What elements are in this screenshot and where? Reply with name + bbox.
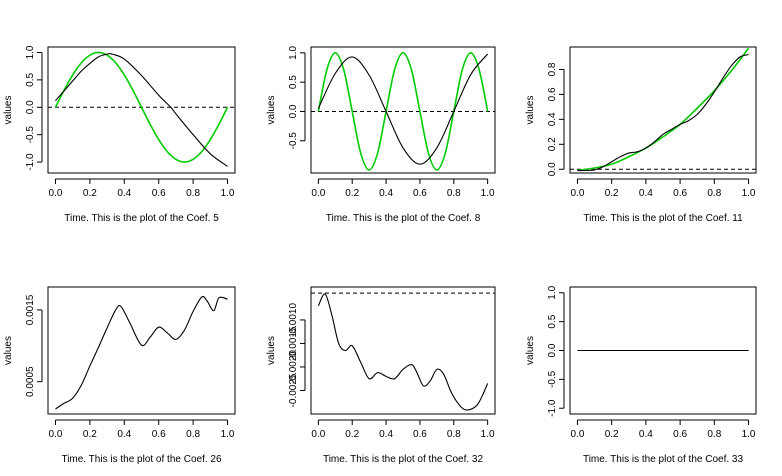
y-tick-label: 0.6 — [547, 87, 558, 101]
x-axis-title: Time. This is the plot of the Coef. 5 — [64, 213, 219, 224]
x-tick-label: 0.4 — [117, 429, 131, 440]
x-tick-label: 0.8 — [447, 429, 461, 440]
x-tick-label: 0.4 — [639, 188, 653, 199]
x-axis-title: Time. This is the plot of the Coef. 11 — [583, 213, 743, 224]
x-tick-label: 0.4 — [379, 429, 393, 440]
x-tick-label: 0.6 — [413, 429, 427, 440]
y-tick-label: 0.0005 — [25, 366, 36, 397]
x-tick-label: 0.6 — [673, 188, 687, 199]
plot-frame — [47, 286, 236, 415]
x-tick-label: 0.4 — [639, 429, 653, 440]
y-tick-label: 0.0015 — [25, 294, 36, 325]
y-tick-label: -0.5 — [288, 132, 299, 150]
y-axis-title: values — [525, 96, 536, 125]
y-axis-title: values — [266, 96, 277, 125]
series-line-green — [577, 47, 750, 172]
series-line-black — [317, 53, 489, 165]
x-tick-label: 0.6 — [152, 429, 166, 440]
plot-frame — [569, 46, 757, 174]
x-tick-label: 0.8 — [707, 188, 721, 199]
x-tick-label: 1.0 — [481, 429, 495, 440]
x-tick-label: 1.0 — [221, 188, 235, 199]
x-tick-label: 0.0 — [570, 188, 584, 199]
y-tick-label: -0.5 — [25, 126, 36, 144]
chart-panel: 0.0 0.2 0.4 0.6 0.8 1.0 -0.0025-0.0020-0.0015-… — [266, 286, 496, 465]
series-line-black — [55, 295, 228, 410]
series-line-black — [317, 293, 489, 411]
x-tick-label: 0.2 — [345, 188, 359, 199]
y-tick-label: -1.0 — [25, 153, 36, 171]
x-tick-label: 1.0 — [742, 429, 756, 440]
x-tick-label: 0.0 — [311, 429, 325, 440]
x-axis-title: Time. This is the plot of the Coef. 32 — [323, 454, 484, 465]
y-tick-label: 1.0 — [25, 45, 36, 59]
y-tick-label: 0.5 — [288, 75, 299, 89]
x-tick-label: 0.4 — [379, 188, 393, 199]
y-axis-title: values — [525, 336, 536, 365]
y-tick-label: 0.0 — [547, 343, 558, 357]
y-tick-label: 0.4 — [547, 112, 558, 126]
y-axis-title: values — [266, 336, 277, 365]
x-axis-title: Time. This is the plot of the Coef. 33 — [583, 454, 744, 465]
y-tick-label: 1.0 — [547, 285, 558, 299]
y-axis-title: values — [3, 336, 14, 365]
chart-panel: 0.0 0.2 0.4 0.6 0.8 1.0 0.0005 0.0015 Time. This… — [3, 286, 236, 465]
y-tick-label: -0.0025 — [288, 373, 299, 407]
plot-frame — [47, 46, 236, 174]
chart-panel: 0.0 0.2 0.4 0.6 0.8 1.0 -1.0 -0.5 0.0 0.5 1.0 Time.… — [525, 285, 757, 465]
y-tick-label: 0.5 — [25, 72, 36, 86]
x-tick-label: 0.0 — [49, 188, 63, 199]
plot-frame — [569, 286, 757, 415]
y-tick-label: 1.0 — [288, 45, 299, 59]
x-tick-label: 0.0 — [570, 429, 584, 440]
x-tick-label: 1.0 — [742, 188, 756, 199]
chart-panel: 0.0 0.2 0.4 0.6 0.8 1.0 0.0 0.2 0.4 0.6 0.8 Time. T… — [525, 46, 757, 224]
x-tick-label: 0.2 — [83, 188, 97, 199]
y-tick-label: 0.8 — [547, 62, 558, 76]
x-axis-title: Time. This is the plot of the Coef. 26 — [61, 454, 222, 465]
x-axis-title: Time. This is the plot of the Coef. 8 — [326, 213, 481, 224]
x-tick-label: 0.8 — [707, 429, 721, 440]
x-tick-label: 0.2 — [605, 429, 619, 440]
y-tick-label: -0.0020 — [288, 350, 299, 384]
x-tick-label: 0.6 — [413, 188, 427, 199]
x-tick-label: 0.8 — [186, 188, 200, 199]
x-tick-label: 0.2 — [605, 188, 619, 199]
plot-frame — [310, 286, 496, 415]
chart-panel: 0.0 0.2 0.4 0.6 0.8 1.0 -1.0 -0.5 0.0 0.5 1.0 Time.… — [3, 45, 236, 224]
series-line-green — [317, 52, 489, 171]
y-tick-label: -0.5 — [547, 370, 558, 388]
y-tick-label: 0.0 — [288, 104, 299, 118]
x-tick-label: 1.0 — [481, 188, 495, 199]
y-tick-label: -0.0010 — [288, 303, 299, 337]
y-tick-label: -1.0 — [547, 399, 558, 417]
x-tick-label: 0.0 — [49, 429, 63, 440]
x-tick-label: 0.2 — [345, 429, 359, 440]
y-tick-label: 0.0 — [547, 162, 558, 176]
x-tick-label: 0.4 — [117, 188, 131, 199]
series-line-green — [54, 51, 229, 163]
y-axis-title: values — [3, 96, 14, 125]
x-tick-label: 0.6 — [152, 188, 166, 199]
x-tick-label: 0.6 — [673, 429, 687, 440]
x-tick-label: 0.2 — [83, 429, 97, 440]
chart-panel: 0.0 0.2 0.4 0.6 0.8 1.0 -0.5 0.0 0.5 1.0 Time. Thi… — [266, 45, 496, 224]
series-line-black — [55, 53, 228, 167]
series-line-black — [577, 53, 749, 172]
y-tick-label: 0.2 — [547, 137, 558, 151]
y-tick-label: 0.5 — [547, 314, 558, 328]
x-tick-label: 0.8 — [186, 429, 200, 440]
x-tick-label: 0.0 — [311, 188, 325, 199]
plot-frame — [310, 46, 496, 174]
y-tick-label: -0.0015 — [288, 326, 299, 360]
y-tick-label: 0.0 — [25, 100, 36, 114]
x-tick-label: 1.0 — [221, 429, 235, 440]
x-tick-label: 0.8 — [447, 188, 461, 199]
